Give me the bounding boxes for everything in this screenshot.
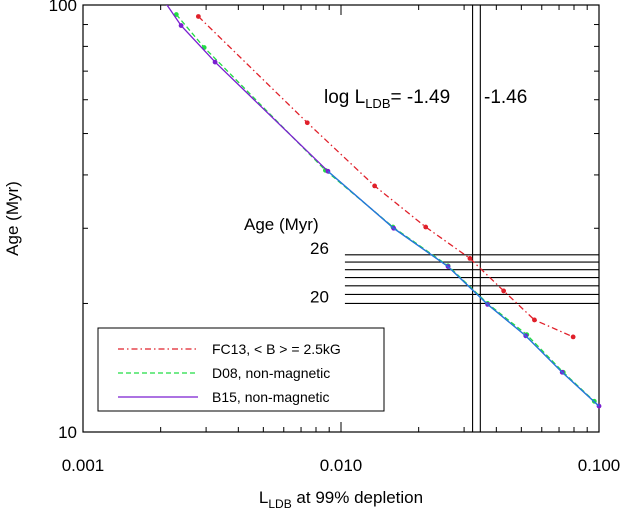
hline-group-title: Age (Myr) bbox=[244, 215, 319, 234]
legend-label: B15, non-magnetic bbox=[212, 389, 330, 405]
data-point bbox=[372, 183, 378, 189]
data-point bbox=[467, 256, 473, 261]
x-axis-label: LLDB at 99% depletion bbox=[259, 488, 423, 511]
data-point bbox=[304, 120, 310, 126]
y-tick-label: 10 bbox=[58, 423, 77, 442]
y-axis-label: Age (Myr) bbox=[3, 181, 22, 256]
data-point bbox=[423, 224, 429, 230]
vline-label: log LLDB= -1.49 bbox=[324, 87, 450, 111]
legend-label: FC13, < B > = 2.5kG bbox=[212, 341, 341, 357]
series-line-0 bbox=[197, 16, 574, 338]
x-tick-label: 0.100 bbox=[578, 456, 621, 475]
data-point bbox=[570, 334, 576, 340]
vline-label-2: -1.46 bbox=[484, 87, 527, 108]
data-point bbox=[178, 23, 184, 28]
data-point bbox=[195, 14, 201, 19]
data-point bbox=[173, 12, 179, 17]
y-tick-label: 100 bbox=[49, 0, 77, 15]
x-tick-label: 0.001 bbox=[62, 456, 105, 475]
data-point bbox=[212, 59, 218, 65]
hline-label: 26 bbox=[310, 239, 329, 258]
data-point bbox=[501, 288, 507, 294]
series-line-3 bbox=[327, 170, 599, 407]
legend-label: D08, non-magnetic bbox=[212, 365, 330, 381]
x-tick-label: 0.010 bbox=[320, 456, 363, 475]
data-point bbox=[532, 317, 537, 323]
hline-label: 20 bbox=[310, 287, 329, 306]
